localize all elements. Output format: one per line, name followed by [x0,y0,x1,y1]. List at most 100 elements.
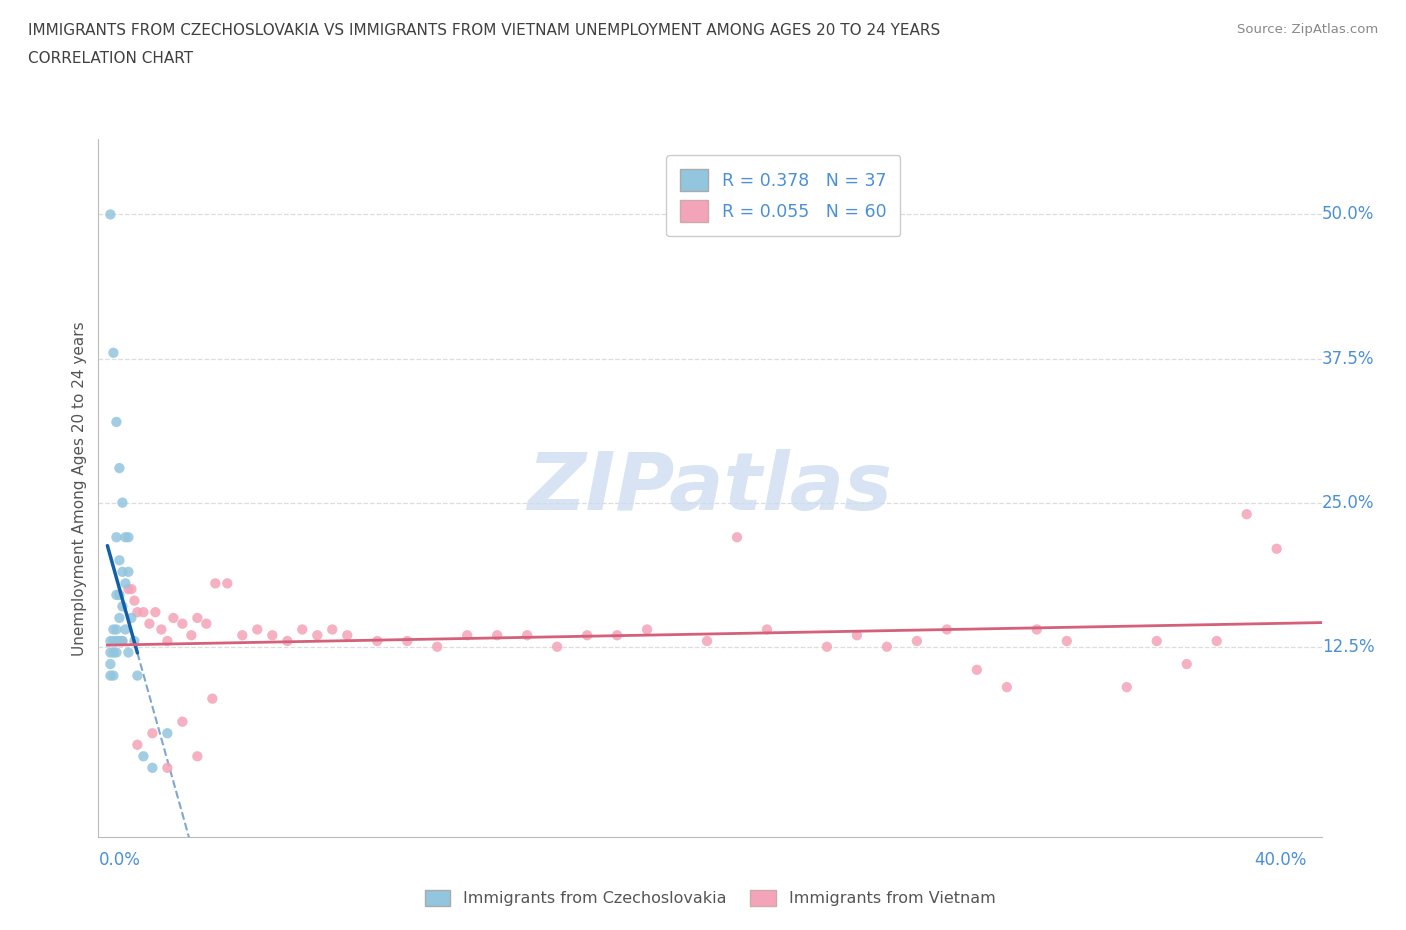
Point [108,460,131,475]
Point [1265,541,1288,556]
Point [105,588,128,603]
Point [132,749,155,764]
Point [100,657,122,671]
Point [201,691,224,706]
Point [145,604,167,619]
Point [103,622,125,637]
Point [103,645,125,660]
Point [141,725,163,740]
Point [606,628,628,643]
Point [186,749,208,764]
Point [1236,507,1258,522]
Point [105,622,128,637]
Point [966,662,988,677]
Point [120,581,142,596]
Point [1056,633,1078,648]
Point [105,530,128,545]
Text: 50.0%: 50.0% [1322,206,1374,223]
Point [935,622,957,637]
Point [246,622,269,637]
Point [486,628,509,643]
Y-axis label: Unemployment Among Ages 20 to 24 years: Unemployment Among Ages 20 to 24 years [72,321,87,656]
Point [186,610,208,625]
Point [321,622,343,637]
Point [156,633,179,648]
Point [876,639,898,654]
Point [127,668,149,683]
Point [426,639,449,654]
Text: Source: ZipAtlas.com: Source: ZipAtlas.com [1237,23,1378,36]
Point [815,639,838,654]
Text: 12.5%: 12.5% [1322,638,1374,656]
Point [103,633,125,648]
Point [516,628,538,643]
Text: 40.0%: 40.0% [1254,851,1306,869]
Point [1115,680,1137,695]
Point [120,610,142,625]
Point [1146,633,1168,648]
Point [117,645,139,660]
Point [100,668,122,683]
Point [103,668,125,683]
Point [156,761,179,776]
Point [456,628,478,643]
Point [111,633,134,648]
Point [100,645,122,660]
Point [117,565,139,579]
Point [108,588,131,603]
Point [114,576,136,591]
Point [117,530,139,545]
Text: CORRELATION CHART: CORRELATION CHART [28,51,193,66]
Text: ZIPatlas: ZIPatlas [527,449,893,527]
Point [124,593,146,608]
Point [905,633,928,648]
Point [114,622,136,637]
Point [138,617,160,631]
Point [105,645,128,660]
Point [756,622,779,637]
Point [111,495,134,510]
Point [108,552,131,567]
Point [108,633,131,648]
Point [111,599,134,614]
Point [576,628,599,643]
Point [366,633,388,648]
Point [172,714,194,729]
Point [546,639,568,654]
Point [127,737,149,752]
Point [132,604,155,619]
Point [696,633,718,648]
Point [291,622,314,637]
Point [636,622,658,637]
Point [111,633,134,648]
Point [1175,657,1198,671]
Point [995,680,1018,695]
Point [156,725,179,740]
Point [105,415,128,430]
Point [117,581,139,596]
Point [845,628,868,643]
Point [141,761,163,776]
Point [105,633,128,648]
Text: 25.0%: 25.0% [1322,494,1374,512]
Point [162,610,184,625]
Point [150,622,173,637]
Point [114,530,136,545]
Point [204,576,226,591]
Point [180,628,202,643]
Point [1205,633,1227,648]
Point [105,633,128,648]
Point [100,633,122,648]
Point [195,617,218,631]
Point [276,633,298,648]
Point [217,576,239,591]
Point [231,628,253,643]
Text: 37.5%: 37.5% [1322,350,1374,367]
Point [172,617,194,631]
Point [396,633,419,648]
Text: 0.0%: 0.0% [98,851,141,869]
Point [103,345,125,360]
Point [307,628,329,643]
Point [100,207,122,222]
Text: IMMIGRANTS FROM CZECHOSLOVAKIA VS IMMIGRANTS FROM VIETNAM UNEMPLOYMENT AMONG AGE: IMMIGRANTS FROM CZECHOSLOVAKIA VS IMMIGR… [28,23,941,38]
